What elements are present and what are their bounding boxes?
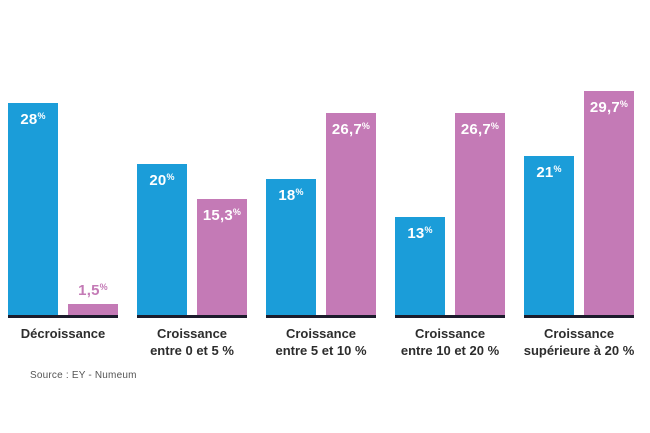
percent-sign: % xyxy=(295,187,304,197)
percent-sign: % xyxy=(361,121,371,131)
percent-sign: % xyxy=(424,225,433,235)
bar-group: 21% 29,7% Croissance supérieure à 20 % xyxy=(524,80,634,359)
category-label: Croissance entre 10 et 20 % xyxy=(400,326,500,358)
value-label: 15,3% xyxy=(202,207,242,224)
bar-group: 20% 15,3% Croissance entre 0 et 5 % xyxy=(137,80,247,359)
grouped-bar-chart: 28% 1,5% Décroissance 20% 15,3% Croissance ent… xyxy=(8,80,634,359)
category-label: Croissance entre 0 et 5 % xyxy=(150,326,234,358)
bar-group: 13% 26,7% Croissance entre 10 et 20 % xyxy=(395,80,505,359)
bar-pair-with-baseline: 13% 26,7% xyxy=(395,80,505,318)
category-label: Croissance entre 5 et 10 % xyxy=(275,326,367,358)
value-label: 29,7% xyxy=(589,99,629,116)
percent-sign: % xyxy=(619,99,629,109)
percent-sign: % xyxy=(553,164,562,174)
blue-bar: 18% xyxy=(266,179,316,315)
value-label: 13% xyxy=(407,225,433,242)
bar-pair-with-baseline: 28% 1,5% xyxy=(8,80,118,318)
source-caption: Source : EY - Numeum xyxy=(30,370,137,381)
pink-bar: 26,7% xyxy=(326,113,376,315)
blue-bar: 21% xyxy=(524,156,574,315)
percent-sign: % xyxy=(99,282,108,292)
value-label: 20% xyxy=(149,172,175,189)
percent-sign: % xyxy=(37,111,46,121)
category-label: Croissance supérieure à 20 % xyxy=(523,326,635,358)
bar-group: 28% 1,5% Décroissance xyxy=(8,80,118,359)
bar-pair-with-baseline: 18% 26,7% xyxy=(266,80,376,318)
blue-bar: 20% xyxy=(137,164,187,315)
category-label: Décroissance xyxy=(20,326,106,341)
bar-group: 18% 26,7% Croissance entre 5 et 10 % xyxy=(266,80,376,359)
pink-bar: 15,3% xyxy=(197,199,247,315)
value-label: 26,7% xyxy=(331,121,371,138)
value-label: 28% xyxy=(20,111,46,128)
percent-sign: % xyxy=(166,172,175,182)
bar-pair-with-baseline: 20% 15,3% xyxy=(137,80,247,318)
blue-bar: 13% xyxy=(395,217,445,315)
percent-sign: % xyxy=(490,121,500,131)
value-label: 26,7% xyxy=(460,121,500,138)
value-label: 21% xyxy=(536,164,562,181)
percent-sign: % xyxy=(232,207,242,217)
value-label: 1,5% xyxy=(78,282,108,299)
pink-bar: 1,5% xyxy=(68,282,118,315)
blue-bar: 28% xyxy=(8,103,58,315)
bar-pair-with-baseline: 21% 29,7% xyxy=(524,80,634,318)
value-label: 18% xyxy=(278,187,304,204)
pink-bar: 29,7% xyxy=(584,91,634,315)
pink-bar: 26,7% xyxy=(455,113,505,315)
